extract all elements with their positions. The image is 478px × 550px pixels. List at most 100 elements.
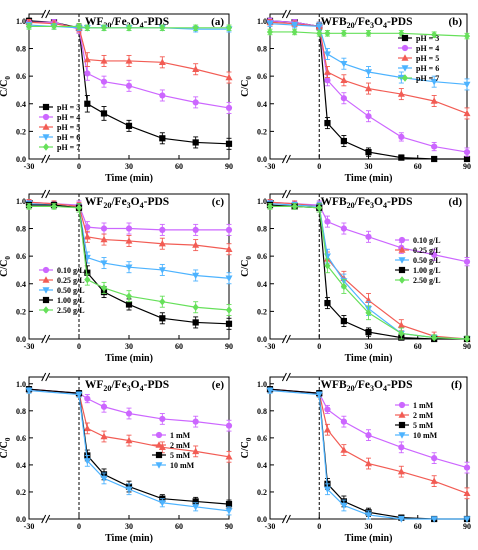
panel-title-part: 3 bbox=[127, 384, 131, 393]
axis-break-gap bbox=[43, 335, 49, 343]
data-point bbox=[225, 422, 233, 429]
axis-break-mark bbox=[281, 154, 287, 164]
data-point bbox=[100, 475, 108, 483]
series-2-mm bbox=[266, 385, 471, 500]
data-point bbox=[159, 298, 166, 306]
data-point bbox=[125, 24, 133, 32]
y-axis-label-sub: 0 bbox=[4, 76, 12, 80]
series-2-50-g-l bbox=[266, 202, 471, 343]
legend-label: 0.10 g/L bbox=[57, 266, 85, 275]
panel-title-part: -PDS bbox=[144, 196, 170, 208]
data-point bbox=[431, 251, 438, 258]
legend-swatch-marker bbox=[42, 306, 50, 314]
legend: pH = 3pH = 4pH = 5pH = 6pH = 7 bbox=[398, 34, 439, 83]
x-tick-label: 90 bbox=[463, 342, 471, 351]
data-point bbox=[192, 504, 200, 511]
axis-break-mark bbox=[41, 514, 47, 524]
x-tick-label: 60 bbox=[175, 162, 183, 171]
data-point bbox=[430, 97, 438, 104]
data-point bbox=[192, 272, 200, 280]
legend-swatch-marker bbox=[401, 34, 409, 42]
legend-label: 2.50 g/L bbox=[57, 306, 85, 315]
panel-title-part: 4 bbox=[383, 384, 387, 393]
data-point bbox=[430, 516, 438, 523]
data-point bbox=[365, 459, 372, 467]
legend-label: pH = 4 bbox=[416, 44, 439, 53]
data-point bbox=[192, 241, 200, 248]
axis-break-mark bbox=[285, 334, 291, 344]
legend-swatch-marker bbox=[42, 113, 50, 121]
x-tick-label: 0 bbox=[77, 522, 81, 531]
data-point bbox=[324, 77, 331, 84]
panel-title-part: -PDS bbox=[387, 196, 413, 208]
data-point bbox=[192, 65, 200, 72]
legend-label: pH = 5 bbox=[416, 54, 439, 63]
x-axis-label: Time (min) bbox=[105, 173, 153, 184]
panel-title-part: 4 bbox=[383, 201, 387, 210]
axis-break-mark bbox=[281, 334, 287, 344]
x-tick-label: 60 bbox=[414, 522, 422, 531]
x-tick-label: 90 bbox=[225, 522, 233, 531]
y-axis-label: C/C0 bbox=[240, 437, 253, 458]
legend-swatch-marker bbox=[398, 421, 406, 429]
data-point bbox=[225, 226, 233, 234]
y-axis-label-main: C/C bbox=[0, 441, 10, 458]
panel-tag: (e) bbox=[212, 379, 225, 391]
x-tick-label: 0 bbox=[317, 342, 321, 351]
axis-break-mark bbox=[281, 514, 287, 524]
series-ph-7 bbox=[266, 28, 471, 40]
x-tick-label: 30 bbox=[365, 162, 373, 171]
y-tick-label: 0.4 bbox=[257, 100, 267, 109]
data-point bbox=[365, 432, 372, 439]
panel-tag: (a) bbox=[211, 16, 224, 28]
legend-label: pH = 7 bbox=[57, 143, 80, 152]
data-point bbox=[315, 23, 323, 31]
data-point bbox=[125, 292, 133, 300]
y-axis-label-sub: 0 bbox=[245, 256, 253, 260]
panel-title-part: 3 bbox=[370, 21, 374, 30]
data-point bbox=[397, 467, 405, 475]
data-point bbox=[340, 61, 348, 68]
y-tick-label: 1.0 bbox=[257, 17, 267, 26]
data-point bbox=[316, 29, 323, 38]
legend-swatch-marker bbox=[401, 74, 409, 82]
axis-break-gap bbox=[284, 10, 290, 18]
legend-label: pH = 6 bbox=[416, 64, 439, 73]
data-point bbox=[225, 320, 233, 327]
panel-title-part: 3 bbox=[370, 201, 374, 210]
data-point bbox=[125, 436, 133, 444]
panel-title-part: 20 bbox=[347, 21, 355, 30]
axis-break-gap bbox=[284, 335, 290, 343]
data-point bbox=[225, 453, 233, 460]
data-point bbox=[192, 99, 199, 106]
y-axis-label-sub: 0 bbox=[4, 437, 12, 441]
data-point bbox=[84, 24, 91, 32]
data-point bbox=[365, 233, 372, 240]
y-tick-label: 0.8 bbox=[257, 407, 267, 416]
legend: 0.10 g/L0.25 g/L0.50 g/L1.00 g/L2.50 g/L bbox=[395, 236, 441, 285]
axis-break-gap bbox=[43, 515, 49, 523]
legend-label: 10 mM bbox=[413, 431, 438, 440]
panel-title-part: 3 bbox=[370, 384, 374, 393]
series-ph-7 bbox=[25, 22, 233, 32]
data-point bbox=[463, 489, 471, 497]
data-point bbox=[463, 109, 471, 117]
legend-swatch-marker bbox=[398, 401, 406, 409]
data-point bbox=[159, 135, 166, 142]
y-tick-label: 0.0 bbox=[257, 335, 267, 344]
x-axis-label: Time (min) bbox=[345, 173, 393, 184]
data-point bbox=[192, 303, 199, 311]
data-point bbox=[365, 148, 372, 156]
data-point bbox=[84, 275, 91, 284]
data-point bbox=[291, 22, 299, 29]
data-point bbox=[84, 70, 91, 77]
data-point bbox=[340, 95, 347, 102]
data-point bbox=[50, 22, 58, 31]
axis-break-gap bbox=[43, 373, 49, 381]
data-point bbox=[225, 104, 233, 112]
axis-break-mark bbox=[41, 372, 47, 382]
data-point bbox=[340, 418, 347, 425]
